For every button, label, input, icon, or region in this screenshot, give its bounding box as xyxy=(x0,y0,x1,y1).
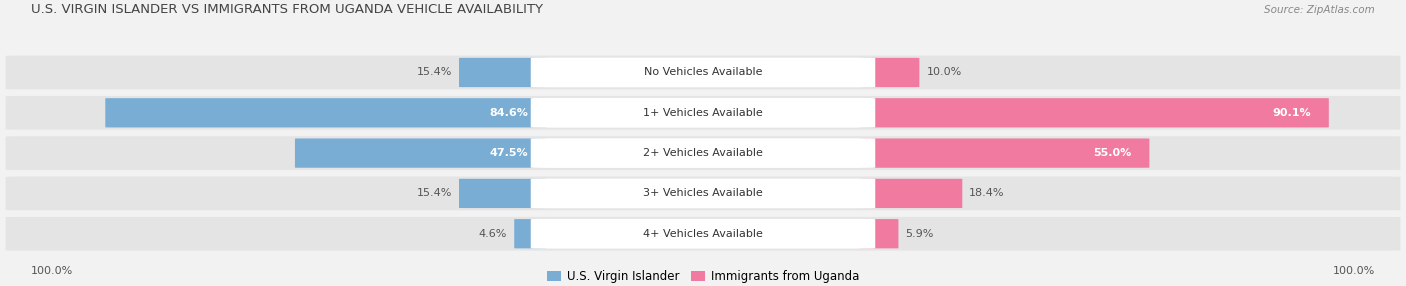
FancyBboxPatch shape xyxy=(530,58,876,87)
FancyBboxPatch shape xyxy=(458,179,546,208)
Text: 100.0%: 100.0% xyxy=(31,266,73,276)
Text: U.S. VIRGIN ISLANDER VS IMMIGRANTS FROM UGANDA VEHICLE AVAILABILITY: U.S. VIRGIN ISLANDER VS IMMIGRANTS FROM … xyxy=(31,3,543,17)
FancyBboxPatch shape xyxy=(105,98,546,128)
FancyBboxPatch shape xyxy=(530,178,876,208)
FancyBboxPatch shape xyxy=(860,58,920,87)
FancyBboxPatch shape xyxy=(515,219,546,248)
FancyBboxPatch shape xyxy=(6,56,1400,89)
Text: 3+ Vehicles Available: 3+ Vehicles Available xyxy=(643,188,763,198)
Text: 15.4%: 15.4% xyxy=(416,67,451,78)
Text: 15.4%: 15.4% xyxy=(416,188,451,198)
FancyBboxPatch shape xyxy=(295,138,546,168)
FancyBboxPatch shape xyxy=(860,98,1329,128)
FancyBboxPatch shape xyxy=(860,179,962,208)
Text: 55.0%: 55.0% xyxy=(1092,148,1132,158)
FancyBboxPatch shape xyxy=(860,219,898,248)
Text: 5.9%: 5.9% xyxy=(905,229,934,239)
Text: 4+ Vehicles Available: 4+ Vehicles Available xyxy=(643,229,763,239)
FancyBboxPatch shape xyxy=(860,138,1149,168)
FancyBboxPatch shape xyxy=(530,138,876,168)
FancyBboxPatch shape xyxy=(6,96,1400,130)
Text: 18.4%: 18.4% xyxy=(969,188,1005,198)
Text: 100.0%: 100.0% xyxy=(1333,266,1375,276)
FancyBboxPatch shape xyxy=(6,176,1400,210)
Text: Source: ZipAtlas.com: Source: ZipAtlas.com xyxy=(1264,5,1375,15)
Text: 84.6%: 84.6% xyxy=(489,108,527,118)
Legend: U.S. Virgin Islander, Immigrants from Uganda: U.S. Virgin Islander, Immigrants from Ug… xyxy=(541,265,865,286)
Text: 2+ Vehicles Available: 2+ Vehicles Available xyxy=(643,148,763,158)
FancyBboxPatch shape xyxy=(458,58,546,87)
Text: 1+ Vehicles Available: 1+ Vehicles Available xyxy=(643,108,763,118)
Text: 90.1%: 90.1% xyxy=(1272,108,1310,118)
FancyBboxPatch shape xyxy=(6,136,1400,170)
FancyBboxPatch shape xyxy=(530,98,876,128)
Text: No Vehicles Available: No Vehicles Available xyxy=(644,67,762,78)
FancyBboxPatch shape xyxy=(6,217,1400,251)
Text: 47.5%: 47.5% xyxy=(489,148,527,158)
Text: 10.0%: 10.0% xyxy=(927,67,962,78)
FancyBboxPatch shape xyxy=(530,219,876,249)
Text: 4.6%: 4.6% xyxy=(479,229,508,239)
